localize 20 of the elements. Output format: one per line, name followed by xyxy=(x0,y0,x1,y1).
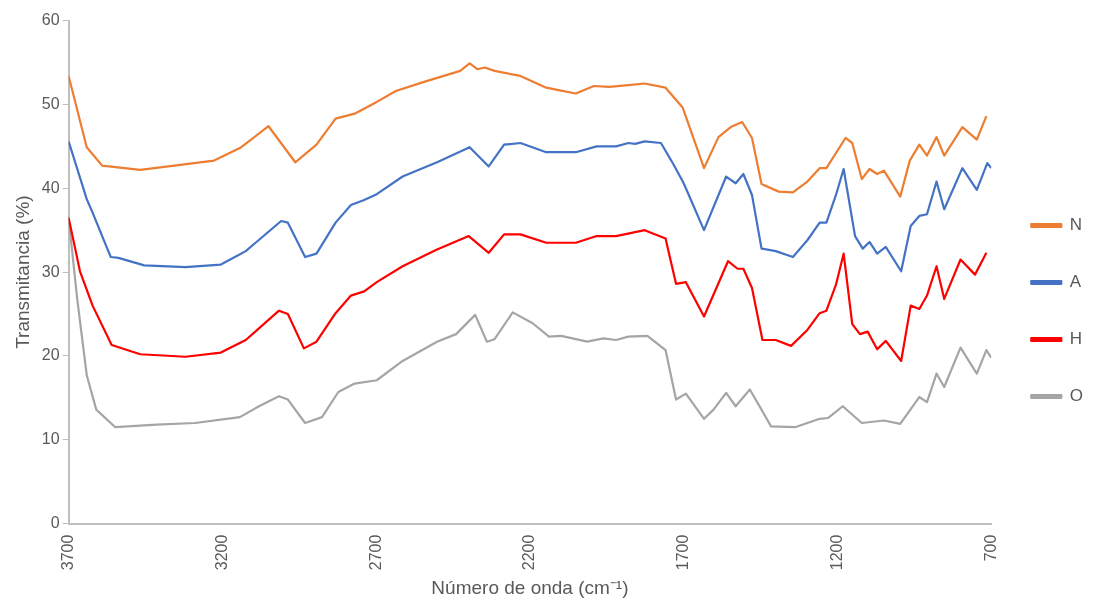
y-axis-title: Transmitancia (%) xyxy=(11,195,33,349)
x-tick-label: 2200 xyxy=(520,534,538,571)
x-tick-label: 3700 xyxy=(59,534,76,571)
x-tick-label: 2700 xyxy=(366,534,384,571)
legend-label: A xyxy=(1069,272,1082,292)
y-tick-label: 30 xyxy=(41,262,60,280)
y-tick-label: 50 xyxy=(41,94,60,112)
x-tick-label: 1700 xyxy=(674,534,692,571)
x-tick-label: 1200 xyxy=(827,534,845,571)
x-tick-label: 3200 xyxy=(212,534,230,571)
legend-label: O xyxy=(1069,386,1084,406)
y-tick-label: 0 xyxy=(50,514,60,532)
x-axis-title: Número de onda (cm⁻¹) xyxy=(431,576,629,598)
legend-label: N xyxy=(1069,215,1083,235)
legend-label: H xyxy=(1069,329,1083,349)
y-tick-label: 40 xyxy=(41,178,60,196)
x-tick-label: 700 xyxy=(981,534,999,562)
y-tick-label: 20 xyxy=(41,346,60,364)
y-tick-label: 10 xyxy=(41,430,60,448)
y-tick-label: 60 xyxy=(41,11,60,29)
